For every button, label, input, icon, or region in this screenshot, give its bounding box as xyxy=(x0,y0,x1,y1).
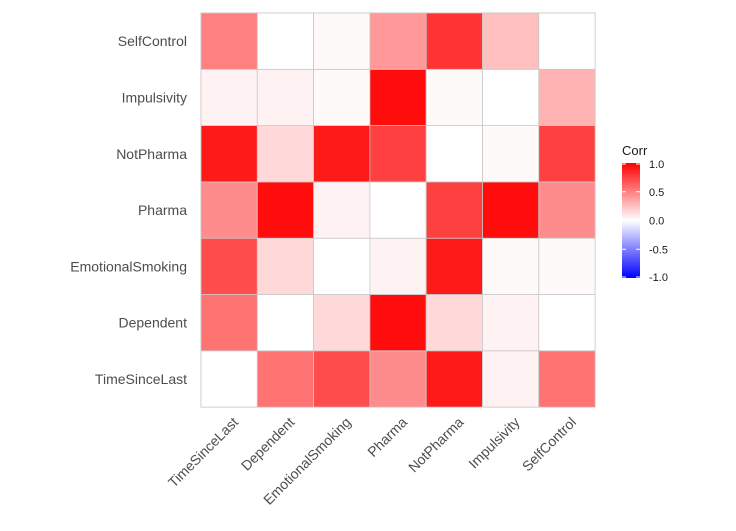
legend-tick-label: 0.0 xyxy=(649,216,664,228)
heatmap-cell-NotPharma-TimeSinceLast xyxy=(200,125,258,183)
heatmap-cell-SelfControl-EmotionalSmoking xyxy=(313,12,371,70)
x-tick-label: NotPharma xyxy=(405,414,467,476)
heatmap-cell-Pharma-SelfControl xyxy=(538,181,596,239)
heatmap-cell-TimeSinceLast-TimeSinceLast xyxy=(200,350,258,408)
y-tick-label: Impulsivity xyxy=(122,89,187,105)
heatmap-cell-NotPharma-SelfControl xyxy=(538,125,596,183)
x-tick-label: Impulsivity xyxy=(465,414,523,472)
heatmap-cell-Dependent-Dependent xyxy=(256,294,314,352)
heatmap-cell-EmotionalSmoking-Impulsivity xyxy=(482,237,540,295)
heatmap-cell-SelfControl-Dependent xyxy=(256,12,314,70)
heatmap-cell-NotPharma-EmotionalSmoking xyxy=(313,125,371,183)
heatmap-cell-Dependent-Pharma xyxy=(369,294,427,352)
heatmap-cell-TimeSinceLast-Pharma xyxy=(369,350,427,408)
heatmap-cell-Impulsivity-NotPharma xyxy=(425,68,483,127)
heatmap-cell-EmotionalSmoking-NotPharma xyxy=(425,237,483,295)
heatmap-cell-Pharma-TimeSinceLast xyxy=(200,181,258,239)
heatmap-cell-Dependent-EmotionalSmoking xyxy=(313,294,371,352)
heatmap-cells xyxy=(200,12,596,408)
y-tick-label: Pharma xyxy=(138,202,187,218)
heatmap-cell-EmotionalSmoking-EmotionalSmoking xyxy=(313,237,371,295)
heatmap-cell-NotPharma-NotPharma xyxy=(425,125,483,183)
heatmap-cell-TimeSinceLast-Impulsivity xyxy=(482,350,540,408)
heatmap-cell-NotPharma-Pharma xyxy=(369,125,427,183)
legend-tick-label: -0.5 xyxy=(649,244,668,256)
heatmap-cell-Impulsivity-SelfControl xyxy=(538,68,596,127)
legend-title: Corr xyxy=(622,143,648,158)
y-tick-label: EmotionalSmoking xyxy=(70,258,187,274)
x-tick-label: Pharma xyxy=(364,414,410,460)
heatmap-cell-EmotionalSmoking-Dependent xyxy=(256,237,314,295)
heatmap-cell-SelfControl-SelfControl xyxy=(538,12,596,70)
heatmap-cell-Pharma-Impulsivity xyxy=(482,181,540,239)
heatmap-cell-NotPharma-Impulsivity xyxy=(482,125,540,183)
y-tick-label: TimeSinceLast xyxy=(95,371,187,387)
heatmap-cell-TimeSinceLast-Dependent xyxy=(256,350,314,408)
heatmap-cell-EmotionalSmoking-Pharma xyxy=(369,237,427,295)
heatmap-cell-Impulsivity-Pharma xyxy=(369,68,427,127)
heatmap-cell-Impulsivity-TimeSinceLast xyxy=(200,68,258,127)
heatmap-cell-Pharma-Dependent xyxy=(256,181,314,239)
heatmap-cell-Pharma-EmotionalSmoking xyxy=(313,181,371,239)
heatmap-cell-Pharma-Pharma xyxy=(369,181,427,239)
heatmap-cell-SelfControl-NotPharma xyxy=(425,12,483,70)
heatmap-cell-Impulsivity-Dependent xyxy=(256,68,314,127)
heatmap-cell-TimeSinceLast-EmotionalSmoking xyxy=(313,350,371,408)
heatmap-cell-NotPharma-Dependent xyxy=(256,125,314,183)
heatmap-cell-TimeSinceLast-NotPharma xyxy=(425,350,483,408)
heatmap-cell-SelfControl-TimeSinceLast xyxy=(200,12,258,70)
x-tick-label: TimeSinceLast xyxy=(165,414,241,490)
heatmap-cell-SelfControl-Pharma xyxy=(369,12,427,70)
heatmap-cell-EmotionalSmoking-SelfControl xyxy=(538,237,596,295)
heatmap-cell-TimeSinceLast-SelfControl xyxy=(538,350,596,408)
y-tick-label: Dependent xyxy=(118,315,187,331)
y-tick-label: SelfControl xyxy=(118,33,187,49)
heatmap-cell-Dependent-TimeSinceLast xyxy=(200,294,258,352)
legend-tick-label: 0.5 xyxy=(649,187,664,199)
y-tick-label: NotPharma xyxy=(116,146,187,162)
x-tick-label: Dependent xyxy=(238,414,298,474)
heatmap-cell-EmotionalSmoking-TimeSinceLast xyxy=(200,237,258,295)
heatmap-cell-Dependent-NotPharma xyxy=(425,294,483,352)
legend-tick-label: -1.0 xyxy=(649,272,668,284)
heatmap-cell-Dependent-Impulsivity xyxy=(482,294,540,352)
heatmap-cell-Impulsivity-Impulsivity xyxy=(482,68,540,127)
heatmap-cell-SelfControl-Impulsivity xyxy=(482,12,540,70)
heatmap-cell-Pharma-NotPharma xyxy=(425,181,483,239)
y-axis-tick-labels: TimeSinceLast Dependent EmotionalSmoking Ph… xyxy=(70,33,187,387)
legend-tick-label: 1.0 xyxy=(649,159,664,171)
legend-colorbar xyxy=(622,163,640,278)
legend-ticks: 1.0 0.5 0.0 -0.5 -1.0 xyxy=(622,159,668,284)
heatmap-cell-Dependent-SelfControl xyxy=(538,294,596,352)
x-tick-label: SelfControl xyxy=(519,414,579,474)
legend: Corr 1.0 0.5 0.0 -0.5 -1.0 xyxy=(622,143,668,284)
heatmap-cell-Impulsivity-EmotionalSmoking xyxy=(313,68,371,127)
